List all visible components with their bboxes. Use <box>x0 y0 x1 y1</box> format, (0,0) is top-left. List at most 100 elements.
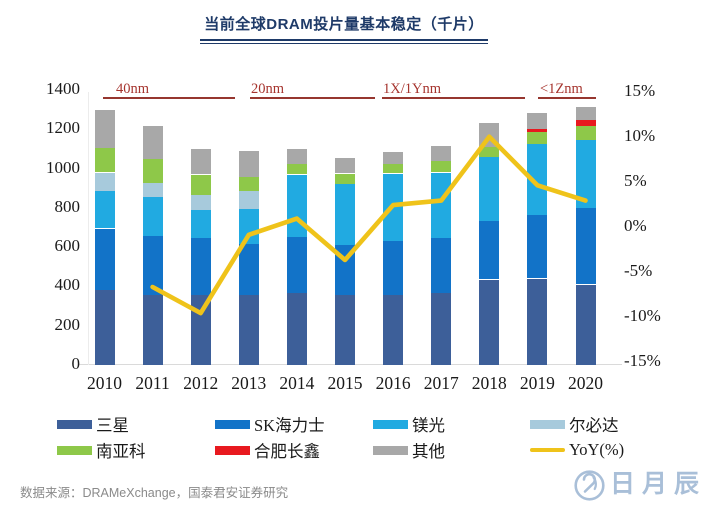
legend-swatch-micron <box>373 419 408 429</box>
x-axis-label: 2019 <box>519 373 555 393</box>
legend-label-yoy: YoY(%) <box>569 440 625 459</box>
bar-2010-micron <box>94 191 115 229</box>
bar-2014-samsung <box>286 293 307 365</box>
bar-2012-others <box>190 148 211 175</box>
bar-2010-elpida <box>94 172 115 192</box>
bar-2014-nanya <box>286 163 307 175</box>
legend-swatch-cxmt <box>215 445 250 455</box>
bar-2019-others <box>527 112 548 130</box>
bar-2014-others <box>286 148 307 164</box>
bar-2020-micron <box>575 140 596 208</box>
bar-2015-samsung <box>335 295 355 365</box>
bar-2011-hynix <box>142 236 163 296</box>
bar-2013-micron <box>238 208 259 245</box>
x-axis-label: 2020 <box>568 373 603 393</box>
bar-2015-nanya <box>335 173 355 185</box>
legend-label-elpida: 尔必达 <box>569 416 619 435</box>
bar-2015-hynix <box>335 245 355 296</box>
bar-2020-others <box>575 106 596 121</box>
y-axis-tick-left: 800 <box>54 196 81 216</box>
bar-2014-hynix <box>286 237 307 294</box>
legend-swatch-yoy <box>530 448 565 452</box>
x-axis-label: 2018 <box>471 373 507 393</box>
x-axis-label: 2015 <box>327 373 363 393</box>
bar-2016-micron <box>383 173 404 242</box>
bar-2019-samsung <box>527 278 548 365</box>
legend-label-nanya: 南亚科 <box>96 442 146 461</box>
bar-2016-hynix <box>383 241 404 296</box>
bar-2016-samsung <box>383 295 404 365</box>
y-axis-tick-right: 10% <box>624 125 656 145</box>
annotation-node-3: <1Znm <box>538 81 596 99</box>
bar-2015-micron <box>335 184 355 246</box>
watermark-logo: 日月辰 <box>573 468 706 502</box>
x-axis-label: 2017 <box>423 373 459 393</box>
chart-title: 当前全球DRAM投片量基本稳定（千片） <box>204 16 484 33</box>
y-axis-tick-right: -5% <box>624 260 653 280</box>
bar-2011-micron <box>142 197 163 237</box>
y-axis-tick-left: 400 <box>54 275 81 295</box>
bar-2010-nanya <box>94 147 115 173</box>
chart-header: 当前全球DRAM投片量基本稳定（千片） <box>200 13 488 44</box>
watermark-moon-sun-icon <box>574 469 605 501</box>
legend-item-yoy: YoY(%) <box>530 439 624 461</box>
bar-2017-hynix <box>431 238 452 294</box>
legend-swatch-samsung <box>57 419 92 429</box>
bar-2019-hynix <box>527 214 548 279</box>
bar-2013-elpida <box>238 191 259 209</box>
bar-2020-samsung <box>575 284 596 365</box>
bar-2013-hynix <box>238 244 259 296</box>
source-note: 数据来源：DRAMeXchange，国泰君安证券研究 <box>20 486 289 500</box>
bar-2012-elpida <box>190 195 211 210</box>
bar-2020-hynix <box>575 207 596 285</box>
bar-2017-nanya <box>431 160 452 173</box>
watermark-text: 日月辰 <box>609 471 706 498</box>
bar-2011-nanya <box>142 158 163 184</box>
y-axis-line <box>88 92 89 365</box>
legend-item-cxmt: 合肥长鑫 <box>215 439 320 461</box>
legend-item-hynix: SK海力士 <box>215 413 325 435</box>
legend-item-nanya: 南亚科 <box>57 439 146 461</box>
bar-2017-others <box>431 146 452 161</box>
bar-2019-micron <box>527 144 548 215</box>
bar-2011-others <box>142 126 163 159</box>
x-axis-label: 2013 <box>231 373 267 393</box>
bar-2012-hynix <box>190 238 211 296</box>
annotation-node-0: 40nm <box>103 81 235 99</box>
y-axis-tick-left: 0 <box>71 354 81 373</box>
legend-label-others: 其他 <box>412 442 445 461</box>
bar-2011-samsung <box>142 295 163 365</box>
y-axis-tick-right: 0% <box>624 215 647 235</box>
legend-item-others: 其他 <box>373 439 445 461</box>
annotation-node-2: 1X/1Ynm <box>382 81 525 99</box>
y-axis-tick-right: -10% <box>624 305 661 325</box>
y-axis-tick-left: 1000 <box>46 157 80 177</box>
legend-label-micron: 镁光 <box>412 416 445 435</box>
annotation-node-1: 20nm <box>250 81 375 99</box>
bar-2017-samsung <box>431 293 452 365</box>
x-axis-label: 2010 <box>87 373 122 393</box>
bar-2012-samsung <box>190 295 211 365</box>
y-axis-tick-left: 200 <box>54 314 81 334</box>
bar-2019-nanya <box>527 132 548 144</box>
legend-swatch-nanya <box>57 445 92 455</box>
x-axis-label: 2012 <box>183 373 219 393</box>
x-axis-label: 2011 <box>135 373 170 393</box>
bar-2020-nanya <box>575 126 596 141</box>
y-axis-tick-right: 5% <box>624 170 647 190</box>
bar-2020-cxmt <box>575 120 596 127</box>
bar-2018-samsung <box>479 279 500 365</box>
legend-swatch-elpida <box>530 419 565 429</box>
legend-item-samsung: 三星 <box>57 413 129 435</box>
bar-2017-micron <box>431 172 452 239</box>
legend-label-hynix: SK海力士 <box>254 416 325 435</box>
bar-2018-nanya <box>479 147 500 157</box>
bar-2015-others <box>335 157 355 174</box>
legend-item-elpida: 尔必达 <box>530 413 619 435</box>
y-axis-tick-left: 1200 <box>46 118 80 138</box>
x-axis-label: 2014 <box>279 373 315 393</box>
bar-2013-nanya <box>238 177 259 192</box>
x-axis-label: 2016 <box>375 373 411 393</box>
